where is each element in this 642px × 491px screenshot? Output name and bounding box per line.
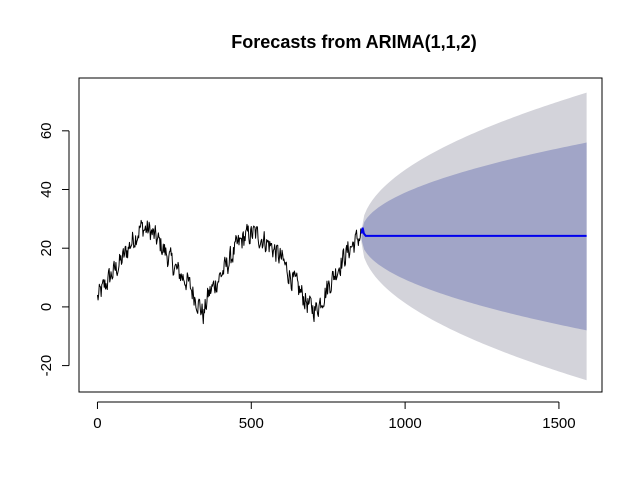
x-tick-label: 1500	[542, 415, 575, 432]
x-tick-label: 500	[239, 415, 264, 432]
plot-area-border	[78, 77, 603, 393]
y-tick-label: 40	[38, 181, 55, 198]
x-tick-label: 1000	[388, 415, 421, 432]
x-tick-label: 0	[93, 415, 101, 432]
observed-series-line	[96, 219, 362, 325]
series-lines	[96, 219, 587, 325]
y-tick-label: 0	[38, 303, 55, 311]
y-tick-label: -20	[38, 355, 55, 377]
y-axis: -20 0 20 40 60	[38, 122, 70, 377]
y-tick-label: 20	[38, 240, 55, 257]
x-axis: 0 500 1000 1500	[93, 401, 576, 432]
y-tick-label: 60	[38, 122, 55, 139]
chart-title: Forecasts from ARIMA(1,1,2)	[231, 32, 476, 52]
forecast-mean-line	[360, 227, 587, 237]
